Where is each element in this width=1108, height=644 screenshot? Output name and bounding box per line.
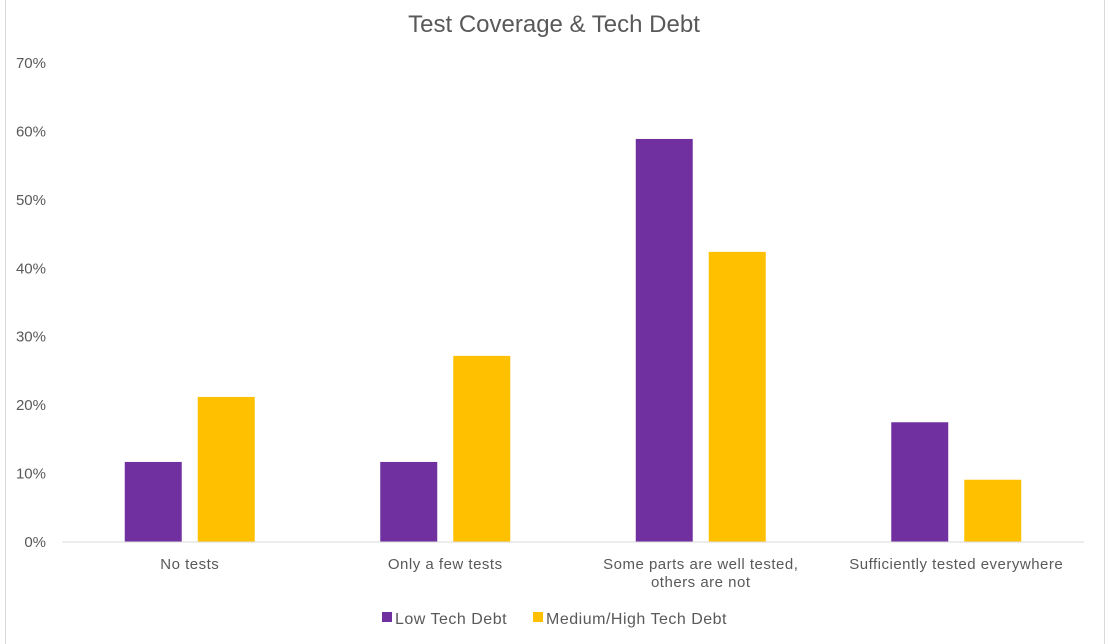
spreadsheet-edge-right [1104,0,1108,644]
y-tick-label: 30% [16,329,46,346]
legend-swatch [533,612,544,622]
y-tick-label: 10% [16,466,46,483]
x-tick-label: Some parts are well tested, others are no… [603,556,798,591]
y-axis: 0% 10% 20% 30% 40% 50% 60% 70% [16,55,46,551]
bar [891,422,949,542]
chart-title: Test Coverage & Tech Debt [408,11,700,38]
legend: Low Tech Debt Medium/High Tech Debt [382,611,727,628]
y-tick-label: 40% [16,260,46,277]
legend-label: Low Tech Debt [395,611,507,628]
bar [380,461,438,542]
bar [708,251,766,542]
bar [964,479,1022,542]
x-tick-label: Only a few tests [388,556,503,573]
x-tick-label: Sufficiently tested everywhere [849,556,1063,573]
bars [124,138,1022,542]
bar [197,396,255,542]
y-tick-label: 50% [16,192,46,209]
bar [635,138,693,542]
bar [453,355,511,542]
x-axis: No tests Only a few tests Some parts are w… [160,556,1063,591]
legend-label: Medium/High Tech Debt [546,611,727,628]
spreadsheet-edge-left [0,0,6,644]
bar [124,461,182,542]
y-tick-label: 60% [16,123,46,140]
y-tick-label: 70% [16,55,46,72]
y-tick-label: 0% [24,534,46,551]
legend-swatch [382,612,392,622]
y-tick-label: 20% [16,397,46,414]
x-tick-label: No tests [160,556,219,573]
